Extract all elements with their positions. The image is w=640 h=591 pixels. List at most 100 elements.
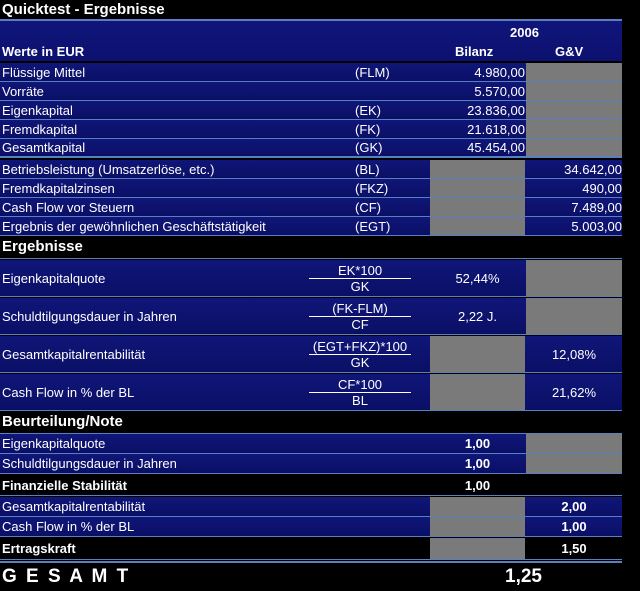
formula: CF*100 BL [309,374,411,410]
row-label: Eigenkapitalquote [2,270,106,286]
column-header: 2006 Werte in EUR Bilanz G&V [0,21,622,61]
row-abbr: (BL) [355,161,380,177]
bilanz-cell[interactable]: 21.618,00 [467,121,525,137]
grade-cell: 1,00 [464,477,491,493]
row-label: Ergebnis der gewöhnlichen Geschäftstätig… [2,218,266,234]
table-row: Vorräte 5.570,00 [0,82,622,101]
guv-cell [526,454,622,473]
section-heading-ergebnisse: Ergebnisse [0,237,622,259]
section-title: Beurteilung/Note [2,413,123,430]
formula-numerator: EK*100 [309,263,411,279]
row-label: Schuldtilgungsdauer in Jahren [2,308,177,324]
table-row: Eigenkapitalquote EK*100 GK 52,44% [0,260,622,297]
table-row: Eigenkapital (EK) 23.836,00 [0,101,622,120]
subtotal-row-ertragskraft: Ertragskraft 1,50 [0,538,622,560]
guv-cell[interactable]: 7.489,00 [571,199,622,215]
bilanz-cell [430,538,525,559]
guv-cell: 21,62% [551,384,597,400]
table-row: Schuldtilgungsdauer in Jahren (FK-FLM) C… [0,298,622,335]
row-label: Cash Flow vor Steuern [2,199,135,215]
row-label: Fremdkapital [2,121,78,137]
guv-cell [526,63,622,81]
section-title: Ergebnisse [2,238,83,255]
bilanz-cell[interactable]: 5.570,00 [474,83,525,99]
formula-numerator: (FK-FLM) [309,301,411,317]
row-label: Ertragskraft [2,541,76,556]
row-label: Eigenkapitalquote [2,436,106,451]
bilanz-cell[interactable]: 23.836,00 [467,102,525,118]
guv-cell [526,139,622,156]
row-label: Gesamtkapitalrentabilität [2,499,146,514]
formula-denominator: CF [351,316,369,332]
guv-cell [526,434,622,453]
table-row: Gesamtkapital (GK) 45.454,00 [0,139,622,158]
row-label: Gesamtkapitalrentabilität [2,346,146,362]
table-row: Cash Flow in % der BL CF*100 BL 21,62% [0,374,622,411]
formula-denominator: GK [350,278,370,294]
row-label: Betriebsleistung (Umsatzerlöse, etc.) [2,161,215,177]
bilanz-cell [430,217,525,235]
table-row: Fremdkapital (FK) 21.618,00 [0,120,622,139]
section-heading-beurteilung: Beurteilung/Note [0,412,622,434]
table-row: Ergebnis der gewöhnlichen Geschäftstätig… [0,217,622,236]
formula: EK*100 GK [309,260,411,296]
formula-numerator: (EGT+FKZ)*100 [309,339,411,355]
year-label: 2006 [510,24,539,40]
table-row: Schuldtilgungsdauer in Jahren 1,00 [0,454,622,474]
grade-cell: 1,00 [561,519,587,534]
bilanz-cell [430,198,525,216]
guv-cell [526,260,622,296]
bilanz-cell[interactable]: 45.454,00 [467,140,525,155]
bilanz-cell: 52,44% [455,270,500,286]
formula-numerator: CF*100 [309,377,411,393]
table-row: Betriebsleistung (Umsatzerlöse, etc.) (B… [0,160,622,179]
sheet-title: Quicktest - Ergebnisse [2,1,165,18]
table-row: Flüssige Mittel (FLM) 4.980,00 [0,63,622,82]
guv-cell[interactable]: 34.642,00 [564,161,622,177]
grade-cell: 1,00 [464,436,491,451]
bilanz-cell [430,160,525,178]
guv-cell [526,120,622,138]
guv-cell: 12,08% [551,346,597,362]
werte-label: Werte in EUR [2,43,85,59]
row-abbr: (EGT) [355,218,391,234]
table-row: Gesamtkapitalrentabilität 2,00 [0,497,622,517]
gesamt-row: G E S A M T 1,25 [0,561,622,591]
formula-denominator: BL [352,392,368,408]
table-row: Fremdkapitalzinsen (FKZ) 490,00 [0,179,622,198]
row-label: Fremdkapitalzinsen [2,180,115,196]
gesamt-value: 1,25 [505,566,542,587]
row-label: Finanzielle Stabilität [2,477,127,493]
grade-cell: 2,00 [561,499,587,514]
bilanz-cell: 2,22 J. [457,308,498,324]
row-label: Flüssige Mittel [2,64,86,80]
bilanz-cell[interactable]: 4.980,00 [474,64,525,80]
bilanz-cell [430,517,525,536]
row-label: Eigenkapital [2,102,73,118]
row-label: Schuldtilgungsdauer in Jahren [2,456,177,471]
row-label: Gesamtkapital [2,140,86,155]
row-abbr: (CF) [355,199,381,215]
gesamt-label: G E S A M T [2,566,131,587]
formula-denominator: GK [350,354,370,370]
table-row: Eigenkapitalquote 1,00 [0,434,622,454]
col-bilanz-header: Bilanz [455,43,494,59]
row-label: Vorräte [2,83,44,99]
subtotal-row-stabilitaet: Finanzielle Stabilität 1,00 [0,475,622,496]
col-guv-header: G&V [555,43,584,59]
row-abbr: (FK) [355,121,381,137]
table-row: Gesamtkapitalrentabilität (EGT+FKZ)*100 … [0,336,622,373]
row-abbr: (EK) [355,102,381,118]
grade-cell: 1,50 [561,541,587,556]
guv-cell[interactable]: 5.003,00 [571,218,622,234]
table-row: Cash Flow in % der BL 1,00 [0,517,622,537]
guv-cell [526,101,622,119]
guv-cell [526,82,622,100]
row-label: Cash Flow in % der BL [2,519,135,534]
grade-cell: 1,00 [464,456,491,471]
row-abbr: (FLM) [355,64,390,80]
row-label: Cash Flow in % der BL [2,384,135,400]
guv-cell [526,298,622,334]
guv-cell[interactable]: 490,00 [582,180,622,196]
formula: (FK-FLM) CF [309,298,411,334]
